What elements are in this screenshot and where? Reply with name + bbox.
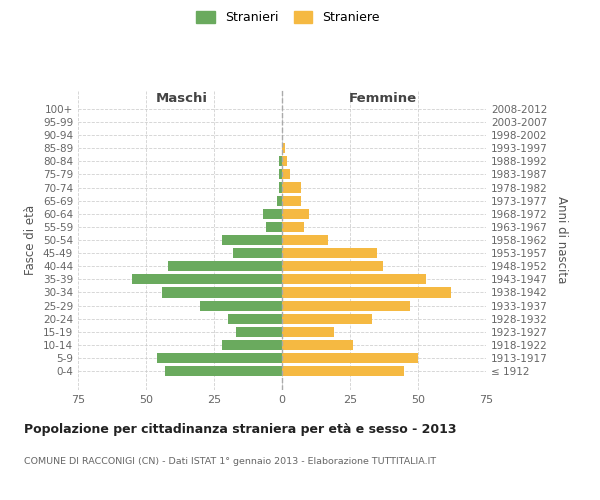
Bar bbox=[282, 261, 383, 272]
Bar bbox=[277, 196, 282, 205]
Bar bbox=[282, 196, 301, 205]
Bar bbox=[282, 143, 285, 153]
Legend: Stranieri, Straniere: Stranieri, Straniere bbox=[191, 6, 385, 29]
Bar bbox=[200, 300, 282, 310]
Bar bbox=[282, 314, 372, 324]
Bar bbox=[282, 182, 301, 192]
Bar bbox=[282, 170, 290, 179]
Text: Maschi: Maschi bbox=[155, 92, 208, 105]
Bar bbox=[263, 208, 282, 219]
Bar bbox=[282, 222, 304, 232]
Bar bbox=[233, 248, 282, 258]
Y-axis label: Anni di nascita: Anni di nascita bbox=[554, 196, 568, 284]
Bar bbox=[282, 248, 377, 258]
Bar bbox=[282, 366, 404, 376]
Bar bbox=[157, 353, 282, 363]
Bar bbox=[282, 300, 410, 310]
Bar bbox=[165, 366, 282, 376]
Y-axis label: Fasce di età: Fasce di età bbox=[25, 205, 37, 275]
Bar bbox=[227, 314, 282, 324]
Bar bbox=[222, 340, 282, 350]
Bar bbox=[282, 353, 418, 363]
Text: Femmine: Femmine bbox=[349, 92, 417, 105]
Bar bbox=[168, 261, 282, 272]
Bar bbox=[163, 288, 282, 298]
Bar bbox=[282, 274, 426, 284]
Bar bbox=[266, 222, 282, 232]
Text: Popolazione per cittadinanza straniera per età e sesso - 2013: Popolazione per cittadinanza straniera p… bbox=[24, 422, 457, 436]
Bar bbox=[222, 235, 282, 245]
Text: COMUNE DI RACCONIGI (CN) - Dati ISTAT 1° gennaio 2013 - Elaborazione TUTTITALIA.: COMUNE DI RACCONIGI (CN) - Dati ISTAT 1°… bbox=[24, 458, 436, 466]
Bar bbox=[133, 274, 282, 284]
Bar bbox=[282, 208, 309, 219]
Bar bbox=[282, 235, 328, 245]
Bar bbox=[279, 182, 282, 192]
Bar bbox=[282, 327, 334, 337]
Bar bbox=[282, 156, 287, 166]
Bar bbox=[279, 170, 282, 179]
Bar bbox=[282, 288, 451, 298]
Bar bbox=[282, 340, 353, 350]
Bar bbox=[236, 327, 282, 337]
Bar bbox=[279, 156, 282, 166]
